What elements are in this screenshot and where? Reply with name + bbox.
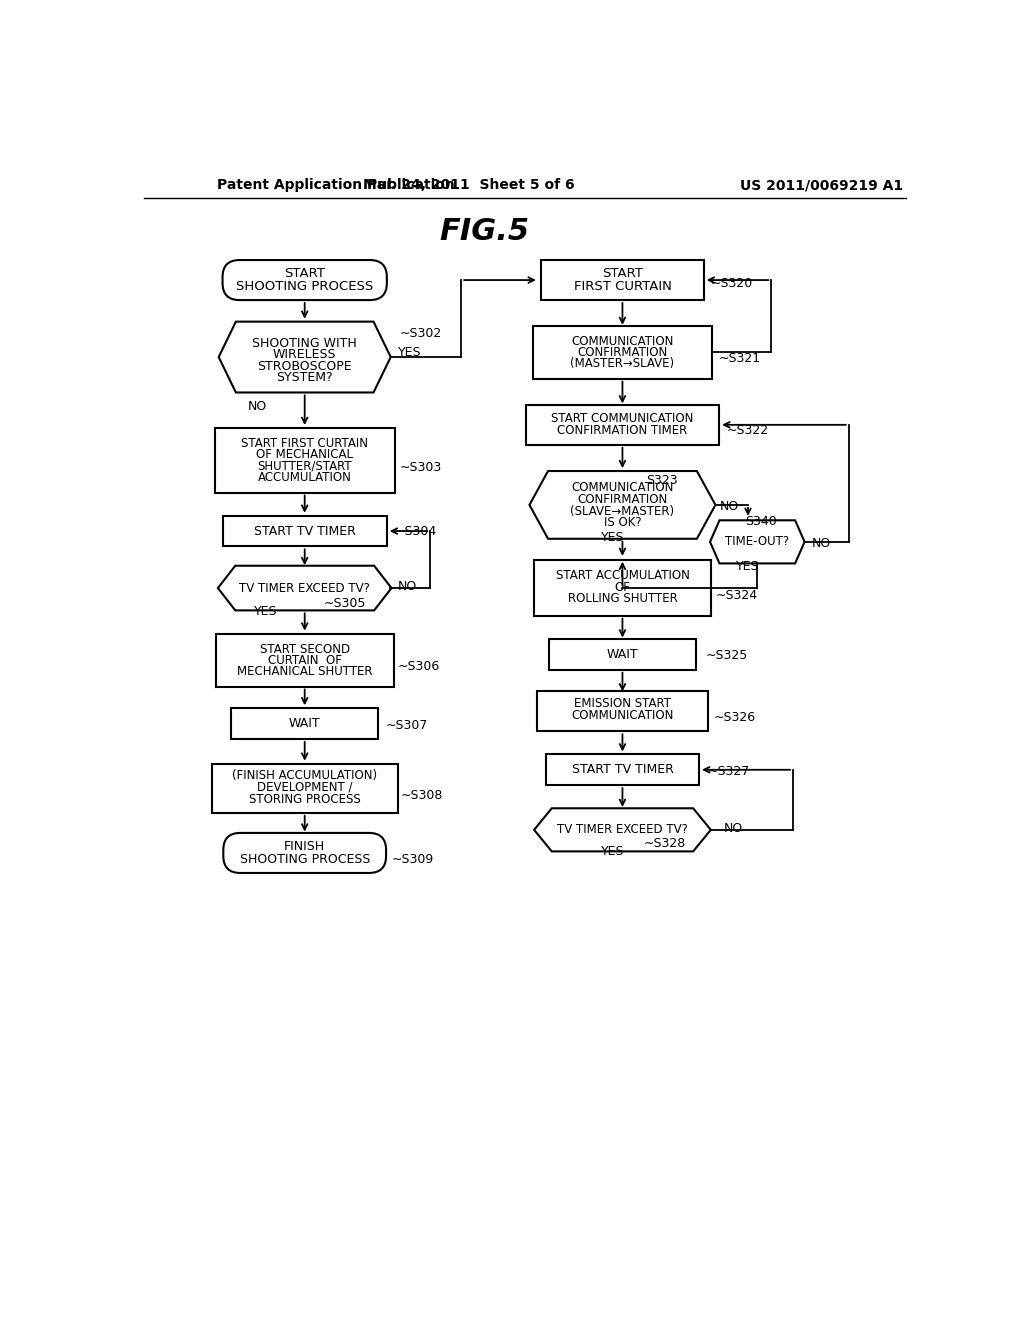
Text: TV TIMER EXCEED TV?: TV TIMER EXCEED TV?	[240, 582, 370, 594]
Text: SHUTTER/START: SHUTTER/START	[257, 459, 352, 473]
Text: Patent Application Publication: Patent Application Publication	[217, 178, 455, 193]
Text: NO: NO	[720, 500, 739, 513]
Text: WAIT: WAIT	[289, 717, 321, 730]
Text: START: START	[602, 268, 643, 280]
Text: (SLAVE→MASTER): (SLAVE→MASTER)	[570, 504, 675, 517]
Text: NO: NO	[248, 400, 267, 413]
Text: NO: NO	[397, 579, 417, 593]
Bar	[535, 560, 711, 615]
Text: ∼S326: ∼S326	[714, 711, 756, 723]
Text: YES: YES	[601, 845, 625, 858]
FancyBboxPatch shape	[222, 260, 387, 300]
Text: (MASTER→SLAVE): (MASTER→SLAVE)	[570, 356, 675, 370]
Text: START: START	[285, 268, 326, 280]
Text: ∼S303: ∼S303	[399, 462, 441, 474]
Text: YES: YES	[254, 605, 278, 618]
Text: YES: YES	[397, 346, 421, 359]
Text: ∼S324: ∼S324	[716, 589, 758, 602]
Text: WAIT: WAIT	[606, 648, 638, 661]
Text: S323: S323	[646, 474, 677, 487]
Text: COMMUNICATION: COMMUNICATION	[571, 709, 674, 722]
Text: ∼S328: ∼S328	[643, 837, 686, 850]
Polygon shape	[529, 471, 716, 539]
FancyBboxPatch shape	[223, 833, 386, 873]
Bar	[222, 516, 387, 546]
Text: STORING PROCESS: STORING PROCESS	[249, 792, 360, 805]
Text: START ACCUMULATION: START ACCUMULATION	[555, 569, 689, 582]
Text: ∼S305: ∼S305	[324, 597, 366, 610]
Text: ∼S302: ∼S302	[399, 327, 441, 341]
Text: (FINISH ACCUMULATION): (FINISH ACCUMULATION)	[232, 770, 377, 783]
Polygon shape	[219, 322, 391, 392]
Text: S340: S340	[744, 515, 776, 528]
Text: SHOOTING PROCESS: SHOOTING PROCESS	[237, 280, 374, 293]
Text: STROBOSCOPE: STROBOSCOPE	[257, 360, 352, 372]
Bar	[216, 635, 394, 686]
Text: CONFIRMATION TIMER: CONFIRMATION TIMER	[557, 425, 687, 437]
Bar	[538, 692, 708, 731]
Text: CONFIRMATION: CONFIRMATION	[578, 492, 668, 506]
Text: ∼S306: ∼S306	[397, 660, 440, 673]
Polygon shape	[710, 520, 805, 564]
Text: START FIRST CURTAIN: START FIRST CURTAIN	[242, 437, 369, 450]
Text: ∼S307: ∼S307	[385, 718, 428, 731]
Text: ∼S327: ∼S327	[708, 764, 750, 777]
Text: START COMMUNICATION: START COMMUNICATION	[551, 412, 693, 425]
Text: FINISH: FINISH	[284, 841, 326, 853]
Text: YES: YES	[601, 531, 625, 544]
Text: FIG.5: FIG.5	[439, 216, 529, 246]
Text: US 2011/0069219 A1: US 2011/0069219 A1	[740, 178, 903, 193]
Text: COMMUNICATION: COMMUNICATION	[571, 335, 674, 348]
Text: OF: OF	[614, 581, 631, 594]
Text: DEVELOPMENT /: DEVELOPMENT /	[257, 781, 352, 795]
Text: ∼S320: ∼S320	[711, 277, 753, 289]
Bar	[231, 708, 378, 739]
Text: YES: YES	[735, 560, 759, 573]
Bar	[549, 639, 696, 669]
Text: START SECOND: START SECOND	[260, 643, 350, 656]
Text: SYSTEM?: SYSTEM?	[276, 371, 333, 384]
Bar	[534, 326, 712, 379]
Text: ∼S309: ∼S309	[391, 853, 434, 866]
Text: ∼S304: ∼S304	[394, 524, 437, 537]
Text: CONFIRMATION: CONFIRMATION	[578, 346, 668, 359]
Bar	[546, 755, 699, 785]
Text: SHOOTING PROCESS: SHOOTING PROCESS	[240, 853, 370, 866]
Text: FIRST CURTAIN: FIRST CURTAIN	[573, 280, 672, 293]
Text: ∼S322: ∼S322	[726, 425, 768, 437]
Text: TIME-OUT?: TIME-OUT?	[725, 536, 790, 548]
Text: COMMUNICATION: COMMUNICATION	[571, 482, 674, 495]
Polygon shape	[535, 808, 711, 851]
Polygon shape	[218, 566, 391, 610]
Text: START TV TIMER: START TV TIMER	[571, 763, 674, 776]
Text: ∼S321: ∼S321	[719, 352, 761, 366]
Text: ∼S325: ∼S325	[707, 649, 749, 663]
Text: ACCUMULATION: ACCUMULATION	[258, 471, 351, 484]
Text: IS OK?: IS OK?	[603, 516, 641, 529]
Text: NO: NO	[724, 822, 743, 834]
Bar	[215, 428, 394, 492]
Text: Mar. 24, 2011  Sheet 5 of 6: Mar. 24, 2011 Sheet 5 of 6	[364, 178, 574, 193]
Text: EMISSION START: EMISSION START	[573, 697, 671, 710]
Text: ∼S308: ∼S308	[400, 788, 443, 801]
Text: MECHANICAL SHUTTER: MECHANICAL SHUTTER	[237, 665, 373, 677]
Text: WIRELESS: WIRELESS	[273, 348, 337, 362]
Bar	[212, 763, 397, 813]
Text: ROLLING SHUTTER: ROLLING SHUTTER	[567, 593, 677, 606]
Text: OF MECHANICAL: OF MECHANICAL	[256, 449, 353, 462]
Text: NO: NO	[812, 537, 830, 550]
Text: TV TIMER EXCEED TV?: TV TIMER EXCEED TV?	[557, 824, 688, 837]
Text: CURTAIN  OF: CURTAIN OF	[267, 653, 342, 667]
Text: SHOOTING WITH: SHOOTING WITH	[252, 337, 357, 350]
Text: START TV TIMER: START TV TIMER	[254, 524, 355, 537]
Bar	[541, 260, 703, 300]
Bar	[525, 405, 719, 445]
